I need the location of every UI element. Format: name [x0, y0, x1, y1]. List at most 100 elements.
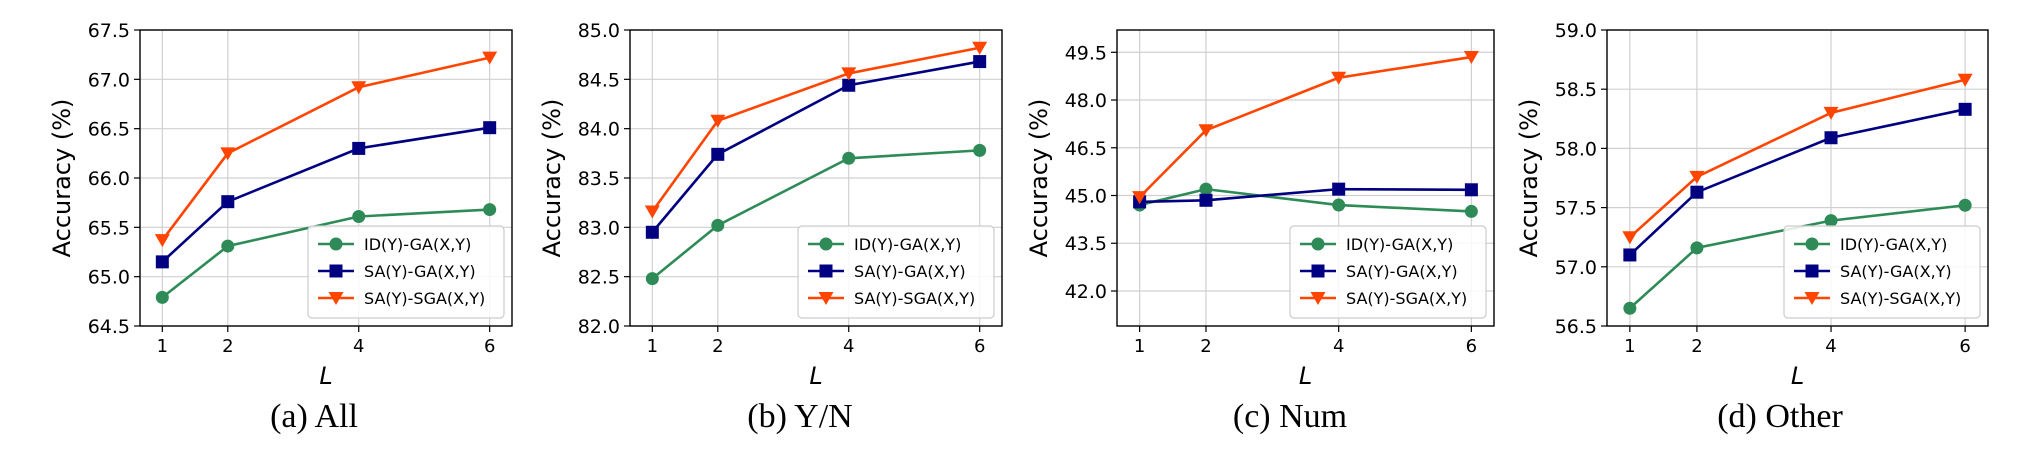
legend-marker [818, 292, 834, 305]
y-tick-label: 67.0 [88, 69, 130, 91]
data-point [972, 41, 988, 55]
y-tick-label: 58.0 [1555, 138, 1597, 160]
series-line-2 [1138, 55, 1472, 199]
data-point [711, 147, 725, 161]
data-point [1957, 73, 1973, 87]
axes-frame [629, 29, 1003, 327]
data-point [842, 151, 856, 165]
y-tick-label: 82.5 [578, 267, 620, 289]
y-tick-label: 65.0 [88, 267, 130, 289]
legend: ID(Y)-GA(X,Y) SA(Y)-GA(X,Y) SA(Y)-SGA(X,Y) [307, 225, 505, 319]
axes-frame [1606, 29, 1989, 327]
data-point [644, 205, 660, 219]
y-tick-label: 43.5 [1065, 233, 1107, 255]
y-tick-label: 42.0 [1065, 281, 1107, 303]
legend-box [797, 225, 995, 319]
legend-label: SA(Y)-GA(X,Y) [1840, 262, 1952, 281]
legend-box [1783, 225, 1981, 319]
y-tick-label: 66.5 [88, 119, 130, 141]
y-axis-label: Accuracy (%) [538, 99, 566, 258]
y-tick-label: 66.0 [88, 168, 130, 190]
y-tick-label: 85.0 [578, 20, 620, 42]
data-point [221, 195, 235, 209]
legend-label: SA(Y)-SGA(X,Y) [1346, 289, 1467, 308]
data-point [155, 255, 169, 269]
x-axis-label: L [1299, 362, 1312, 390]
series-line-0 [1139, 187, 1472, 213]
series-line-0 [161, 208, 490, 299]
data-point [155, 290, 169, 304]
legend-marker [1805, 264, 1819, 278]
series-line-2 [651, 46, 980, 213]
data-point [1824, 131, 1838, 145]
legend-box [307, 225, 505, 319]
data-point [1464, 183, 1478, 197]
legend-label: SA(Y)-GA(X,Y) [854, 262, 966, 281]
y-tick-label: 67.5 [88, 20, 130, 42]
data-point [154, 234, 170, 248]
series-line-1 [1139, 187, 1472, 204]
y-tick-label: 64.5 [88, 316, 130, 338]
data-point [1622, 231, 1638, 245]
data-point [1958, 198, 1972, 212]
x-tick-label: 2 [712, 336, 723, 357]
legend-marker [1804, 292, 1820, 305]
series-line-1 [1628, 108, 1966, 256]
subplot-caption-num: (c) Num [1232, 398, 1348, 435]
x-tick-label: 1 [647, 336, 658, 357]
data-point [1823, 106, 1839, 120]
data-point [645, 225, 659, 239]
x-axis-label: L [319, 362, 332, 390]
y-tick-label: 83.5 [578, 168, 620, 190]
data-point [221, 239, 235, 253]
data-point [352, 209, 366, 223]
legend-marker [1311, 264, 1325, 278]
data-point [1132, 191, 1148, 205]
data-point [973, 143, 987, 157]
y-tick-label: 82.0 [578, 316, 620, 338]
data-point [1689, 170, 1705, 184]
data-point [1199, 182, 1213, 196]
legend-marker [329, 237, 343, 251]
data-point [1332, 182, 1346, 196]
subplot-0: 1 2 4 6 64.5 65.0 65.5 66.0 66.5 67.0 67.5 L Accurac… [48, 20, 513, 390]
legend-label: SA(Y)-GA(X,Y) [1346, 262, 1458, 281]
series-line-0 [1628, 203, 1966, 310]
data-point [1332, 198, 1346, 212]
y-tick-label: 45.0 [1065, 186, 1107, 208]
legend-marker [329, 264, 343, 278]
legend-label: SA(Y)-SGA(X,Y) [364, 289, 485, 308]
data-point [482, 51, 498, 65]
x-axis-label: L [1791, 362, 1804, 390]
y-tick-label: 49.5 [1065, 42, 1107, 64]
y-tick-label: 48.0 [1065, 90, 1107, 112]
data-point [483, 203, 497, 217]
x-tick-label: 1 [1624, 336, 1635, 357]
data-point [710, 114, 726, 128]
legend-label: ID(Y)-GA(X,Y) [854, 235, 961, 254]
data-point [973, 55, 987, 69]
x-tick-label: 4 [843, 336, 854, 357]
subplot-caption-yn: (b) Y/N [747, 398, 853, 435]
x-tick-label: 6 [1959, 336, 1970, 357]
axes-frame [139, 29, 513, 327]
data-point [1824, 214, 1838, 228]
x-tick-label: 1 [1134, 336, 1145, 357]
legend-marker [819, 264, 833, 278]
x-axis-label: L [809, 362, 822, 390]
data-point [841, 67, 857, 81]
subplot-caption-all: (a) All [270, 398, 358, 435]
x-tick-label: 2 [222, 336, 233, 357]
subplot-3: 1 2 4 6 56.5 57.0 57.5 58.0 58.5 59.0 L Accuracy (%… [1515, 20, 1989, 390]
data-point [1464, 204, 1478, 218]
x-tick-label: 6 [484, 336, 495, 357]
legend-label: ID(Y)-GA(X,Y) [1840, 235, 1947, 254]
series-line-1 [651, 60, 980, 234]
data-point [352, 141, 366, 155]
y-tick-label: 59.0 [1555, 20, 1597, 42]
data-point [1623, 301, 1637, 315]
y-tick-label: 84.5 [578, 69, 620, 91]
subplot-1: 1 2 4 6 82.0 82.5 83.0 83.5 84.0 84.5 85.0 L Accurac… [538, 20, 1003, 390]
series-line-1 [161, 126, 490, 263]
